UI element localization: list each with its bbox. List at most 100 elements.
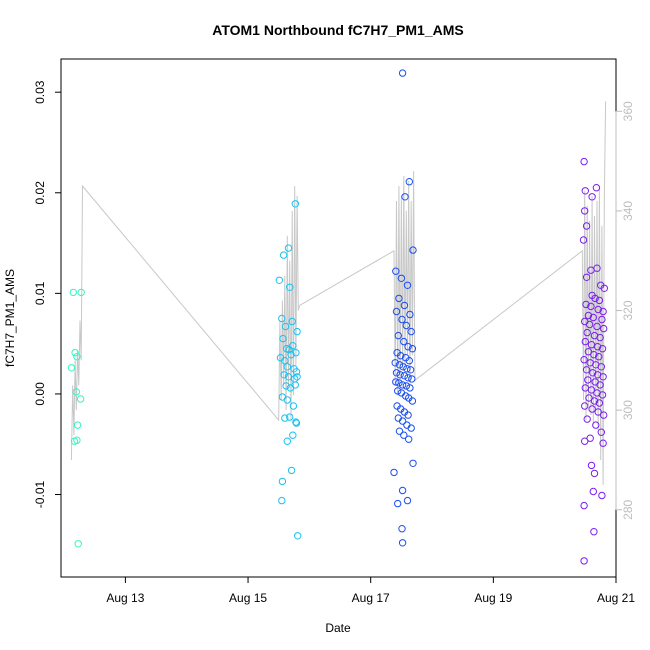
data-point — [592, 421, 600, 429]
data-point — [289, 431, 297, 439]
data-point — [281, 414, 289, 422]
data-point — [392, 307, 401, 316]
data-point — [280, 371, 288, 379]
data-point — [291, 381, 299, 389]
data-point — [599, 439, 607, 447]
data-point — [581, 337, 589, 346]
data-point — [390, 468, 398, 477]
data-point — [581, 437, 589, 445]
data-point — [400, 431, 408, 439]
data-point — [599, 307, 607, 316]
data-point — [405, 357, 413, 365]
data-point — [395, 427, 404, 435]
data-point — [596, 333, 604, 342]
data-point — [292, 419, 301, 427]
data-point — [600, 324, 608, 333]
x-tick-label: Aug 13 — [106, 591, 144, 605]
data-point — [587, 302, 595, 311]
data-point — [282, 382, 290, 390]
data-point — [589, 487, 597, 496]
data-point — [392, 369, 401, 377]
x-axis: Aug 13 Aug 15 Aug 17 Aug 19 Aug 21 — [106, 576, 635, 605]
data-point — [401, 193, 409, 201]
series-2 — [275, 200, 302, 540]
data-point — [580, 157, 588, 166]
data-point — [593, 322, 601, 331]
data-point — [395, 379, 403, 387]
data-point — [287, 466, 296, 475]
data-point — [293, 373, 301, 381]
y-axis-label: fC7H7_PM1_AMS — [3, 269, 17, 367]
data-point — [586, 434, 594, 442]
data-point — [595, 296, 604, 305]
data-point — [597, 363, 605, 371]
data-point — [591, 294, 599, 303]
data-point — [592, 184, 601, 192]
data-point — [294, 532, 302, 540]
data-point — [283, 396, 291, 404]
data-point — [588, 405, 596, 413]
data-point — [400, 372, 409, 380]
data-point — [292, 368, 301, 376]
data-point — [408, 397, 417, 405]
data-point — [600, 284, 608, 292]
data-point — [398, 486, 407, 495]
data-point — [406, 384, 414, 392]
data-point — [408, 345, 417, 353]
data-point — [403, 365, 411, 373]
data-point — [581, 402, 589, 410]
x-tick-label: Aug 21 — [597, 591, 635, 605]
data-point — [583, 415, 591, 423]
data-point — [391, 359, 399, 367]
data-point — [585, 320, 594, 329]
data-point — [583, 328, 591, 337]
data-point — [598, 491, 606, 500]
data-point — [284, 244, 293, 252]
data-point — [285, 346, 293, 354]
data-point — [598, 391, 607, 399]
data-point — [275, 276, 283, 284]
x-tick-label: Aug 19 — [474, 591, 512, 605]
y2-tick-label: 360 — [621, 101, 635, 121]
y-tick-label: 0.03 — [33, 80, 47, 104]
data-point — [283, 363, 291, 371]
y2-axis: 280 300 320 340 360 — [615, 101, 635, 520]
data-point — [288, 317, 296, 326]
data-point — [598, 345, 607, 353]
data-point — [397, 274, 406, 282]
data-point — [584, 348, 593, 356]
data-point — [283, 437, 291, 445]
data-point — [404, 411, 412, 419]
data-point — [278, 496, 286, 505]
data-point — [395, 294, 403, 303]
data-point — [594, 305, 602, 314]
data-point — [76, 395, 85, 403]
data-point — [73, 421, 82, 429]
data-point — [289, 342, 297, 350]
data-point — [590, 469, 599, 478]
data-point — [69, 288, 78, 297]
data-point — [403, 281, 412, 289]
y-tick-label: 0.02 — [33, 181, 47, 205]
data-point — [77, 288, 85, 297]
data-point — [590, 528, 598, 536]
chart-title: ATOM1 Northbound fC7H7_PM1_AMS — [212, 22, 464, 38]
data-point — [72, 388, 81, 396]
data-point — [402, 382, 410, 390]
points-layer — [67, 69, 608, 565]
data-point — [394, 331, 402, 340]
y2-tick-label: 320 — [621, 300, 635, 320]
x-tick-label: Aug 17 — [352, 591, 390, 605]
data-point — [291, 200, 299, 208]
data-point — [598, 315, 606, 324]
data-point — [409, 246, 417, 254]
data-point — [587, 266, 595, 274]
data-point — [600, 411, 608, 419]
data-point — [408, 375, 416, 383]
y-tick-label: -0.01 — [33, 481, 47, 509]
data-point — [407, 424, 415, 432]
data-point — [582, 273, 591, 281]
data-point — [582, 300, 590, 309]
data-point — [278, 314, 286, 323]
